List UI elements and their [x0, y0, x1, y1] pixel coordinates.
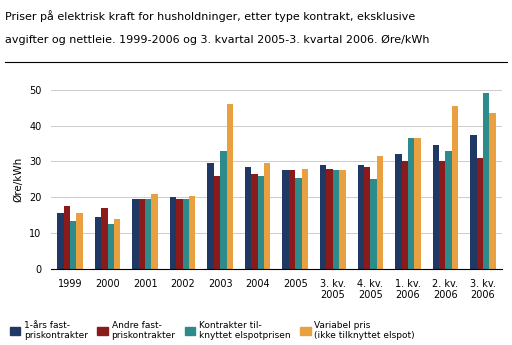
Bar — [57, 214, 63, 269]
Bar — [183, 199, 189, 269]
Bar — [139, 199, 145, 269]
Bar — [214, 176, 220, 269]
Bar — [339, 170, 346, 269]
Bar — [226, 104, 233, 269]
Legend: 1-års fast-
priskontrakter, Andre fast-
priskontrakter, Kontrakter til-
knyttet : 1-års fast- priskontrakter, Andre fast- … — [10, 321, 415, 341]
Bar — [470, 135, 477, 269]
Bar — [477, 158, 483, 269]
Bar — [401, 161, 408, 269]
Bar — [101, 208, 108, 269]
Bar — [245, 167, 251, 269]
Bar — [189, 196, 196, 269]
Bar — [439, 161, 445, 269]
Bar — [377, 156, 383, 269]
Bar — [327, 169, 333, 269]
Bar — [414, 138, 421, 269]
Bar — [76, 214, 83, 269]
Bar — [95, 217, 101, 269]
Bar — [370, 179, 377, 269]
Bar — [357, 165, 364, 269]
Bar — [251, 174, 258, 269]
Bar — [108, 224, 114, 269]
Bar — [333, 170, 339, 269]
Bar — [114, 219, 120, 269]
Y-axis label: Øre/kWh: Øre/kWh — [13, 157, 24, 202]
Text: avgifter og nettleie. 1999-2006 og 3. kvartal 2005-3. kvartal 2006. Øre/kWh: avgifter og nettleie. 1999-2006 og 3. kv… — [5, 34, 430, 45]
Bar — [489, 113, 496, 269]
Bar — [207, 163, 214, 269]
Bar — [364, 167, 370, 269]
Bar — [395, 154, 401, 269]
Bar — [433, 145, 439, 269]
Bar — [176, 199, 183, 269]
Text: Priser på elektrisk kraft for husholdninger, etter type kontrakt, eksklusive: Priser på elektrisk kraft for husholdnin… — [5, 10, 415, 22]
Bar — [289, 170, 295, 269]
Bar — [483, 93, 489, 269]
Bar — [152, 194, 158, 269]
Bar — [63, 206, 70, 269]
Bar — [283, 170, 289, 269]
Bar — [70, 221, 76, 269]
Bar — [295, 178, 302, 269]
Bar — [302, 169, 308, 269]
Bar — [220, 151, 226, 269]
Bar — [264, 163, 270, 269]
Bar — [320, 165, 327, 269]
Bar — [132, 199, 139, 269]
Bar — [408, 138, 414, 269]
Bar — [258, 176, 264, 269]
Bar — [445, 151, 452, 269]
Bar — [170, 197, 176, 269]
Bar — [452, 106, 458, 269]
Bar — [145, 199, 152, 269]
